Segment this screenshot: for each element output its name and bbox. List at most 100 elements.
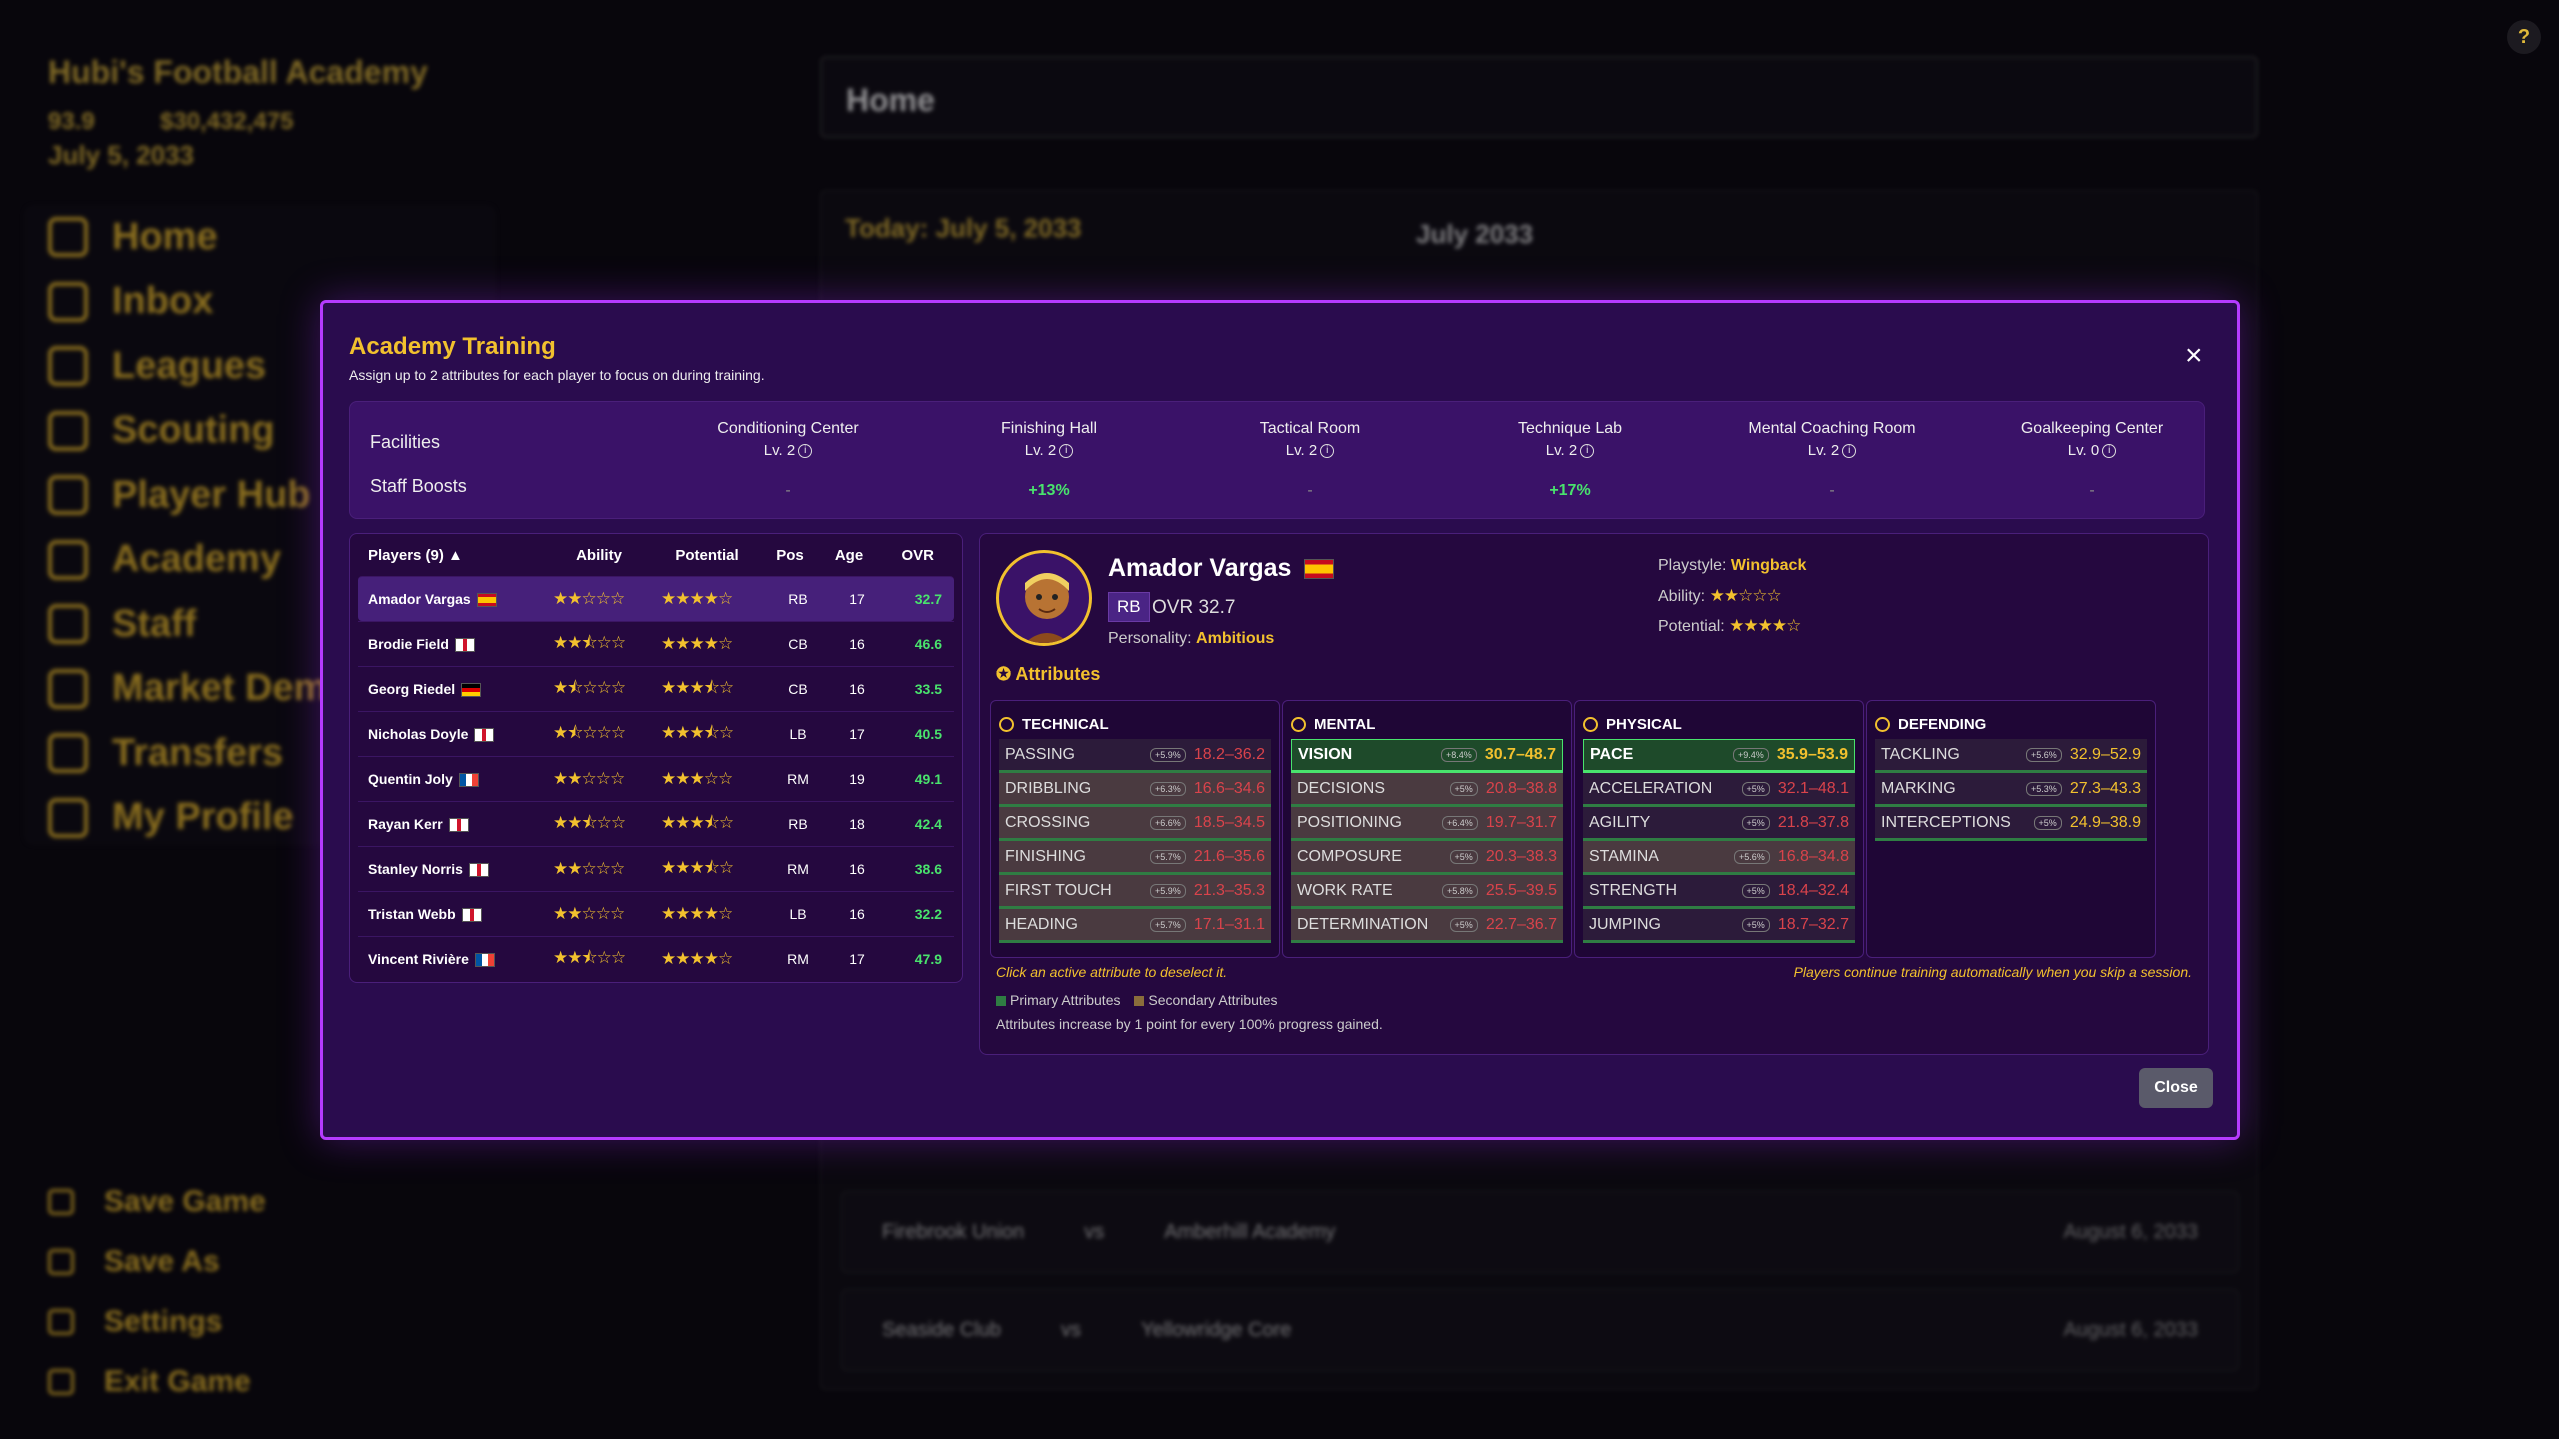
ability-stars: ★⯪☆☆☆ (553, 722, 626, 742)
potential-stars: ★★★★☆ (661, 904, 733, 923)
attribute-stamina[interactable]: STAMINA +5.6% 16.8–34.8 (1583, 841, 1855, 875)
help-icon[interactable]: ? (2507, 20, 2541, 54)
nav-home[interactable]: Home (24, 205, 496, 270)
flag-icon (476, 593, 497, 608)
attribute-first-touch[interactable]: FIRST TOUCH +5.9% 21.3–35.3 (999, 875, 1271, 909)
info-icon[interactable]: i (2102, 444, 2117, 459)
save-as-button[interactable]: Save As (48, 1232, 266, 1292)
home-icon (48, 217, 88, 258)
player-row[interactable]: Rayan Kerr ★★⯪☆☆ ★★★⯪☆ RB 18 42.4 (358, 801, 954, 846)
potential-stars: ★★★★☆ (661, 949, 733, 968)
ability-stars: ★★☆☆☆ (1709, 586, 1782, 605)
attribute-positioning[interactable]: POSITIONING +6.4% 19.7–31.7 (1291, 807, 1563, 841)
nav-academy[interactable]: Academy (24, 528, 496, 593)
attribute-agility[interactable]: AGILITY +5% 21.8–37.8 (1583, 807, 1855, 841)
player-row[interactable]: Vincent Rivière ★★⯪☆☆ ★★★★☆ RM 17 47.9 (358, 936, 954, 981)
players-table-header: Players (9) ▲ Ability Potential Pos Age … (350, 534, 962, 576)
attribute-acceleration[interactable]: ACCELERATION +5% 32.1–48.1 (1583, 773, 1855, 807)
player-personality: Personality: Ambitious (1108, 630, 1275, 647)
attribute-passing[interactable]: PASSING +5.9% 18.2–36.2 (999, 739, 1271, 773)
info-icon[interactable]: i (1580, 444, 1595, 459)
defending-icon (1875, 716, 1890, 732)
nav-market[interactable]: Market Dem (24, 657, 496, 722)
attributes-title: ✪ Attributes (996, 664, 1101, 684)
info-icon[interactable]: i (1059, 444, 1074, 459)
training-notes: Click an active attribute to deselect it… (996, 964, 2192, 980)
potential-stars: ★★★⯪☆ (661, 857, 734, 877)
spain-flag-icon (1304, 559, 1335, 580)
player-row[interactable]: Quentin Joly ★★☆☆☆ ★★★☆☆ RM 19 49.1 (358, 756, 954, 801)
attribute-marking[interactable]: MARKING +5.3% 27.3–43.3 (1875, 773, 2147, 807)
nav-scouting[interactable]: Scouting (24, 399, 496, 464)
close-icon[interactable]: × (2185, 339, 2203, 372)
save-game-button[interactable]: Save Game (48, 1172, 266, 1232)
chart-icon (48, 668, 88, 709)
nav-staff[interactable]: Staff (24, 592, 496, 657)
facilities-panel: Facilities Staff Boosts Conditioning Cen… (349, 401, 2205, 519)
attribute-work-rate[interactable]: WORK RATE +5.8% 25.5–39.5 (1291, 875, 1563, 909)
nav-inbox[interactable]: Inbox (24, 270, 496, 335)
mental-icon (1291, 716, 1306, 732)
inbox-icon (48, 281, 88, 322)
player-row[interactable]: Tristan Webb ★★☆☆☆ ★★★★☆ LB 16 32.2 (358, 891, 954, 936)
info-icon[interactable]: i (798, 444, 813, 459)
attribute-group-technical: TECHNICAL PASSING +5.9% 18.2–36.2 DRIBBLING +… (990, 700, 1280, 958)
player-ovr: OVR 32.7 (1152, 597, 1236, 618)
flag-icon (461, 683, 482, 698)
attribute-interceptions[interactable]: INTERCEPTIONS +5% 24.9–38.9 (1875, 807, 2147, 841)
calendar-month: July 2033 (1416, 219, 1534, 249)
flag-icon (468, 863, 489, 878)
ability-stars: ★★⯪☆☆ (553, 812, 626, 832)
attribute-dribbling[interactable]: DRIBBLING +6.3% 16.6–34.6 (999, 773, 1271, 807)
attribute-crossing[interactable]: CROSSING +6.6% 18.5–34.5 (999, 807, 1271, 841)
player-row[interactable]: Stanley Norris ★★☆☆☆ ★★★⯪☆ RM 16 38.6 (358, 846, 954, 891)
attribute-decisions[interactable]: DECISIONS +5% 20.8–38.8 (1291, 773, 1563, 807)
player-row[interactable]: Nicholas Doyle ★⯪☆☆☆ ★★★⯪☆ LB 17 40.5 (358, 711, 954, 756)
players-table: Players (9) ▲ Ability Potential Pos Age … (349, 533, 963, 983)
close-button[interactable]: Close (2139, 1068, 2213, 1108)
ability-stars: ★★☆☆☆ (553, 904, 625, 923)
modal-title: Academy Training (349, 333, 556, 360)
nav-my-profile[interactable]: My Profile (24, 786, 496, 851)
info-icon[interactable]: i (1842, 444, 1857, 459)
player-row[interactable]: Amador Vargas ★★☆☆☆ ★★★★☆ RB 17 32.7 (358, 576, 954, 621)
sort-players-header[interactable]: Players (9) ▲ (368, 546, 463, 564)
attribute-finishing[interactable]: FINISHING +5.7% 21.6–35.6 (999, 841, 1271, 875)
nav-player-hub[interactable]: Player Hub (24, 463, 496, 528)
player-summary: Playstyle: Wingback Ability: ★★☆☆☆ Poten… (1658, 557, 1807, 635)
attribute-group-physical: PHYSICAL PACE +9.4% 35.9–53.9 ACCELERATION +5… (1574, 700, 1864, 958)
attribute-heading[interactable]: HEADING +5.7% 17.1–31.1 (999, 909, 1271, 943)
club-rating: 93.9 (48, 108, 95, 135)
player-row[interactable]: Brodie Field ★★⯪☆☆ ★★★★☆ CB 16 46.6 (358, 621, 954, 666)
trophy-icon (48, 346, 88, 387)
info-icon[interactable]: i (1320, 444, 1335, 459)
ability-stars: ★★☆☆☆ (553, 769, 625, 788)
attribute-composure[interactable]: COMPOSURE +5% 20.3–38.3 (1291, 841, 1563, 875)
fixture-row[interactable]: Seaside Club vs Yellowridge Core August … (841, 1289, 2239, 1371)
exit-game-button[interactable]: Exit Game (48, 1352, 266, 1412)
attribute-strength[interactable]: STRENGTH +5% 18.4–32.4 (1583, 875, 1855, 909)
attribute-determination[interactable]: DETERMINATION +5% 22.7–36.7 (1291, 909, 1563, 943)
flag-icon (448, 818, 469, 833)
attribute-jumping[interactable]: JUMPING +5% 18.7–32.7 (1583, 909, 1855, 943)
attribute-tackling[interactable]: TACKLING +5.6% 32.9–52.9 (1875, 739, 2147, 773)
player-row[interactable]: Georg Riedel ★⯪☆☆☆ ★★★⯪☆ CB 16 33.5 (358, 666, 954, 711)
fixture-row[interactable]: Firebrook Union vs Amberhill Academy Aug… (841, 1191, 2239, 1273)
players-icon (48, 475, 88, 516)
potential-stars: ★★★⯪☆ (661, 722, 734, 742)
flag-icon (474, 953, 495, 968)
save-icon (48, 1189, 74, 1215)
nav-leagues[interactable]: Leagues (24, 334, 496, 399)
nav-transfers[interactable]: Transfers (24, 721, 496, 786)
legend-info: Attributes increase by 1 point for every… (996, 1016, 1383, 1032)
attribute-vision[interactable]: VISION +8.4% 30.7–48.7 (1291, 739, 1563, 773)
ability-stars: ★★⯪☆☆ (553, 947, 626, 967)
attribute-pace[interactable]: PACE +9.4% 35.9–53.9 (1583, 739, 1855, 773)
club-name: Hubi's Football Academy (48, 54, 428, 90)
settings-button[interactable]: Settings (48, 1292, 266, 1352)
